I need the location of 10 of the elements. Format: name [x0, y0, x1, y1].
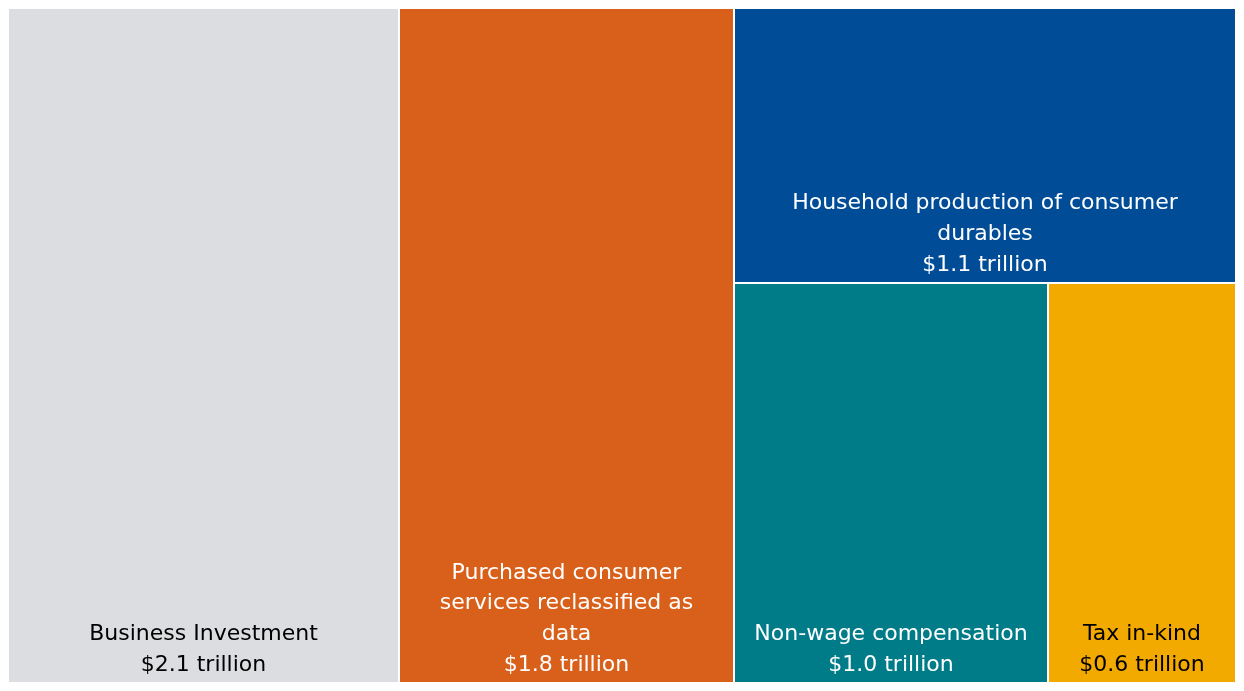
data-label: $0.6 trillion [1079, 651, 1205, 676]
category-label: Purchased consumer services reclassified as data [439, 558, 694, 646]
category-label: Household production of consumer durables [792, 189, 1179, 246]
category-label: Tax in-kind [1081, 620, 1202, 646]
data-label: $2.1 trillion [140, 651, 267, 676]
category-label: Non-wage compensation [754, 620, 1028, 646]
data-label: $1.0 trillion [828, 651, 954, 676]
data-label: $1.1 trillion [922, 251, 1048, 276]
category-label: Business Investment [89, 620, 319, 646]
data-label: $1.8 trillion [503, 651, 630, 676]
